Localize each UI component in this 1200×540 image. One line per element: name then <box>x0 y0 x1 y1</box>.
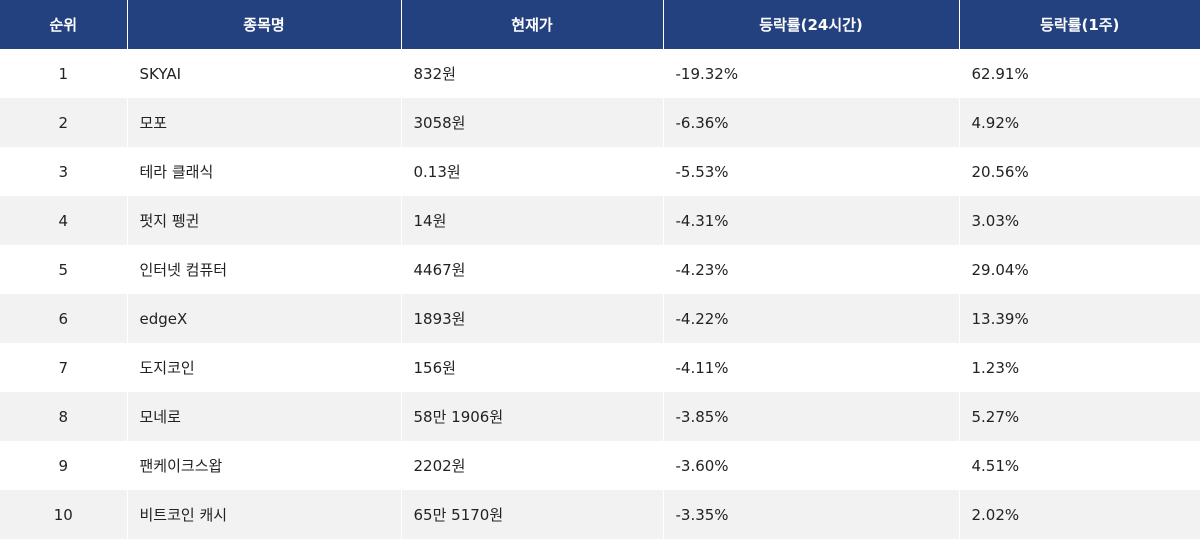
header-change-1w: 등락률(1주) <box>959 0 1200 49</box>
change-24h-cell: -4.31% <box>663 196 960 245</box>
rank-cell: 2 <box>0 98 128 147</box>
name-cell: 도지코인 <box>127 343 402 392</box>
price-cell: 0.13원 <box>401 147 664 196</box>
name-cell: 인터넷 컴퓨터 <box>127 245 402 294</box>
table-row: 7 도지코인 156원 -4.11% 1.23% <box>0 343 1200 392</box>
price-cell: 832원 <box>401 49 664 98</box>
table-row: 6 edgeX 1893원 -4.22% 13.39% <box>0 294 1200 343</box>
table-row: 10 비트코인 캐시 65만 5170원 -3.35% 2.02% <box>0 490 1200 539</box>
table-row: 9 팬케이크스왑 2202원 -3.60% 4.51% <box>0 441 1200 490</box>
change-1w-cell: 2.02% <box>959 490 1200 539</box>
header-row: 순위 종목명 현재가 등락률(24시간) 등락률(1주) <box>0 0 1200 49</box>
price-cell: 4467원 <box>401 245 664 294</box>
name-cell: 모포 <box>127 98 402 147</box>
name-cell: 모네로 <box>127 392 402 441</box>
price-cell: 14원 <box>401 196 664 245</box>
header-name: 종목명 <box>127 0 402 49</box>
change-1w-cell: 5.27% <box>959 392 1200 441</box>
rank-cell: 1 <box>0 49 128 98</box>
price-cell: 58만 1906원 <box>401 392 664 441</box>
change-24h-cell: -3.60% <box>663 441 960 490</box>
change-24h-cell: -3.85% <box>663 392 960 441</box>
table-row: 3 테라 클래식 0.13원 -5.53% 20.56% <box>0 147 1200 196</box>
change-1w-cell: 13.39% <box>959 294 1200 343</box>
change-1w-cell: 62.91% <box>959 49 1200 98</box>
table-row: 4 펏지 펭귄 14원 -4.31% 3.03% <box>0 196 1200 245</box>
name-cell: 테라 클래식 <box>127 147 402 196</box>
price-cell: 156원 <box>401 343 664 392</box>
change-24h-cell: -5.53% <box>663 147 960 196</box>
price-cell: 3058원 <box>401 98 664 147</box>
table-row: 8 모네로 58만 1906원 -3.85% 5.27% <box>0 392 1200 441</box>
price-cell: 1893원 <box>401 294 664 343</box>
change-24h-cell: -6.36% <box>663 98 960 147</box>
change-24h-cell: -19.32% <box>663 49 960 98</box>
table-row: 5 인터넷 컴퓨터 4467원 -4.23% 29.04% <box>0 245 1200 294</box>
name-cell: edgeX <box>127 294 402 343</box>
change-24h-cell: -4.23% <box>663 245 960 294</box>
table-body: 1 SKYAI 832원 -19.32% 62.91% 2 모포 3058원 -… <box>0 49 1200 539</box>
table-header: 순위 종목명 현재가 등락률(24시간) 등락률(1주) <box>0 0 1200 49</box>
change-1w-cell: 1.23% <box>959 343 1200 392</box>
rank-cell: 5 <box>0 245 128 294</box>
price-cell: 2202원 <box>401 441 664 490</box>
header-change-24h: 등락률(24시간) <box>663 0 960 49</box>
rank-cell: 8 <box>0 392 128 441</box>
change-1w-cell: 3.03% <box>959 196 1200 245</box>
rank-cell: 3 <box>0 147 128 196</box>
change-1w-cell: 4.92% <box>959 98 1200 147</box>
name-cell: 팬케이크스왑 <box>127 441 402 490</box>
table-row: 2 모포 3058원 -6.36% 4.92% <box>0 98 1200 147</box>
change-1w-cell: 29.04% <box>959 245 1200 294</box>
rank-cell: 4 <box>0 196 128 245</box>
name-cell: 펏지 펭귄 <box>127 196 402 245</box>
rank-cell: 9 <box>0 441 128 490</box>
header-price: 현재가 <box>401 0 664 49</box>
price-cell: 65만 5170원 <box>401 490 664 539</box>
change-1w-cell: 4.51% <box>959 441 1200 490</box>
table-row: 1 SKYAI 832원 -19.32% 62.91% <box>0 49 1200 98</box>
rank-cell: 6 <box>0 294 128 343</box>
name-cell: 비트코인 캐시 <box>127 490 402 539</box>
rank-cell: 7 <box>0 343 128 392</box>
change-24h-cell: -4.11% <box>663 343 960 392</box>
change-24h-cell: -4.22% <box>663 294 960 343</box>
name-cell: SKYAI <box>127 49 402 98</box>
change-24h-cell: -3.35% <box>663 490 960 539</box>
header-rank: 순위 <box>0 0 128 49</box>
change-1w-cell: 20.56% <box>959 147 1200 196</box>
rank-cell: 10 <box>0 490 128 539</box>
